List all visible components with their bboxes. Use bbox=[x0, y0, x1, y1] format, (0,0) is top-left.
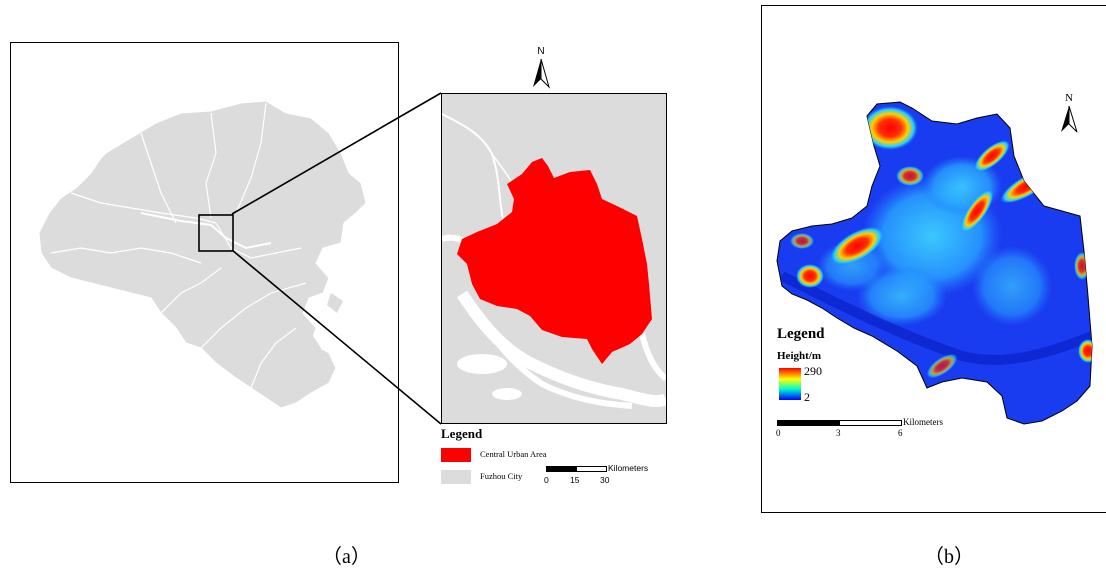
zoom-extent-box bbox=[198, 214, 234, 252]
scale-bar-a: Kilometers 0 15 30 bbox=[543, 463, 658, 490]
scale-tick-15: 15 bbox=[570, 475, 580, 485]
legend-label: Fuzhou City bbox=[480, 471, 523, 481]
overview-map-frame bbox=[10, 42, 399, 483]
scale-bar-graphic bbox=[777, 420, 902, 426]
central-urban-area bbox=[457, 158, 652, 364]
fuzhou-city-region bbox=[38, 100, 367, 409]
panel-a: N Legend Central Urban Area Fuzhou City bbox=[10, 42, 667, 568]
legend-title-b: Legend bbox=[777, 326, 825, 342]
legend-subtitle-b: Height/m bbox=[777, 350, 821, 362]
ramp-min-label: 2 bbox=[804, 390, 810, 404]
legend-item-central-urban: Central Urban Area bbox=[441, 448, 581, 464]
fuzhou-overview-map bbox=[38, 100, 367, 409]
north-arrow-b: N bbox=[1055, 92, 1083, 136]
scale-tick-0: 0 bbox=[776, 428, 781, 438]
legend-item-fuzhou-city: Fuzhou City bbox=[441, 470, 541, 486]
scale-bar-b: Kilometers 0 3 6 bbox=[776, 417, 957, 447]
county-boundaries bbox=[50, 102, 307, 389]
caption-a: （a） bbox=[322, 546, 371, 568]
north-label: N bbox=[1065, 92, 1073, 104]
scale-bar-graphic bbox=[546, 466, 607, 472]
building-height-map bbox=[776, 101, 1093, 425]
scale-tick-6: 6 bbox=[898, 428, 903, 438]
caption-b: （b） bbox=[924, 546, 974, 568]
north-arrow-icon bbox=[533, 58, 551, 89]
scale-tick-30: 30 bbox=[600, 475, 610, 485]
scale-tick-0: 0 bbox=[544, 475, 549, 485]
detail-map-frame bbox=[441, 93, 667, 424]
north-arrow-icon bbox=[1061, 105, 1078, 133]
scale-unit: Kilometers bbox=[903, 417, 943, 427]
scale-tick-3: 3 bbox=[836, 428, 841, 438]
legend-label: Central Urban Area bbox=[480, 449, 547, 459]
north-label: N bbox=[537, 46, 545, 57]
zoom-connector-lines bbox=[231, 92, 442, 425]
ramp-max-label: 290 bbox=[804, 364, 822, 378]
central-urban-detail-map bbox=[442, 113, 666, 409]
legend-swatch-gray bbox=[441, 470, 471, 484]
legend-swatch-red bbox=[441, 448, 471, 462]
scale-unit: Kilometers bbox=[608, 463, 649, 473]
height-color-ramp bbox=[779, 368, 801, 400]
legend-title-a: Legend bbox=[441, 426, 483, 441]
panel-b-frame: N Legend Height/m 290 2 Kilometers 0 3 6 bbox=[761, 5, 1106, 513]
north-arrow-a: N bbox=[526, 46, 556, 90]
